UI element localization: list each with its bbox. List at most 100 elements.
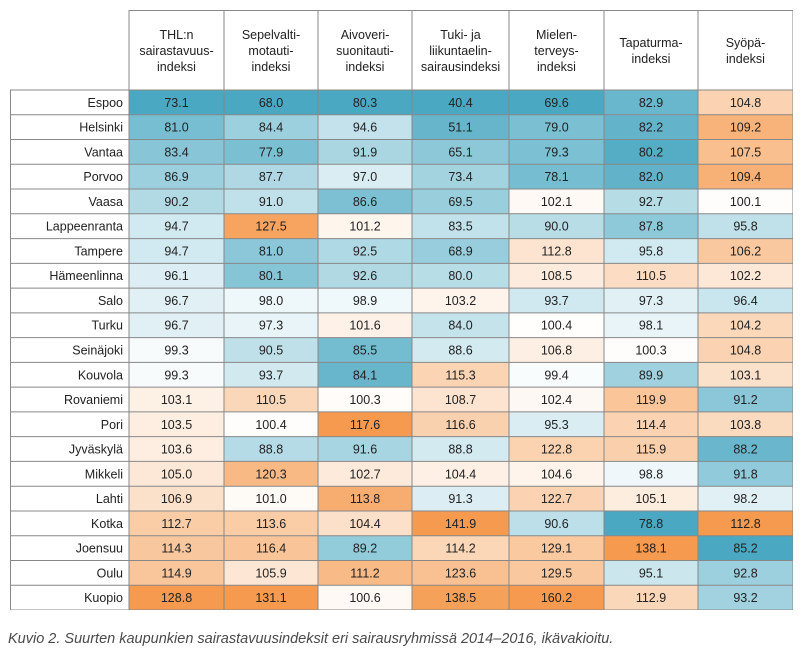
heatmap-cell [698, 535, 793, 561]
row-label: Kuopio [84, 591, 123, 605]
cell-value: 100.4 [255, 418, 286, 432]
heatmap-cell [509, 213, 604, 239]
heatmap-cell [412, 288, 509, 313]
cell-value: 92.7 [639, 195, 663, 209]
cell-value: 104.8 [730, 344, 761, 358]
heatmap-cell [698, 486, 793, 511]
cell-value: 84.0 [448, 319, 472, 333]
cell-value: 110.5 [256, 393, 286, 407]
cell-value: 80.2 [639, 145, 663, 159]
column-header: THL:n sairastavuus-indeksi [139, 28, 213, 74]
heatmap-cell [698, 114, 793, 140]
cell-value: 95.8 [733, 220, 757, 234]
cell-value: 68.9 [448, 244, 472, 258]
heatmap-cell [509, 312, 604, 338]
heatmap-cell [412, 213, 509, 239]
cell-value: 99.4 [544, 368, 568, 382]
heatmap-cell [698, 436, 793, 462]
cell-value: 96.7 [164, 294, 188, 308]
heatmap-cell [604, 312, 698, 338]
heatmap-cell [509, 387, 604, 412]
heatmap-cell [224, 387, 318, 412]
cell-value: 80.1 [259, 269, 283, 283]
heatmap-cell [698, 560, 793, 586]
cell-value: 114.9 [161, 566, 191, 580]
heatmap-cell [698, 510, 793, 536]
cell-value: 92.5 [353, 244, 377, 258]
heatmap-cell [509, 90, 604, 115]
heatmap-cell [412, 238, 509, 264]
heatmap-cell [509, 337, 604, 363]
cell-value: 95.8 [639, 244, 663, 258]
cell-value: 98.0 [259, 294, 283, 308]
heatmap-cell [224, 114, 318, 140]
heatmap-cell [224, 560, 318, 586]
cell-value: 112.8 [730, 517, 760, 531]
heatmap-cell [412, 139, 509, 165]
heatmap-cell [129, 312, 224, 338]
cell-value: 98.2 [733, 492, 757, 506]
column-header: Aivoveri-suonitauti-indeksi [336, 28, 394, 74]
heatmap-cell [129, 139, 224, 165]
heatmap-cell [509, 535, 604, 561]
cell-value: 117.6 [350, 418, 380, 432]
heatmap-cell [698, 189, 793, 214]
cell-value: 102.4 [541, 393, 572, 407]
heatmap-cell [224, 486, 318, 511]
cell-value: 99.3 [164, 368, 188, 382]
row-label: Joensuu [76, 542, 123, 556]
heatmap-cell [604, 387, 698, 412]
heatmap-cell [698, 164, 793, 190]
column-header: Syöpä-indeksi [726, 36, 766, 66]
row-label: Kotka [91, 517, 123, 531]
cell-value: 82.2 [639, 121, 663, 135]
heatmap-cell [604, 411, 698, 437]
column-header: Mielen-terveys-indeksi [534, 28, 578, 74]
heatmap-cell [318, 238, 412, 264]
heatmap-cell [318, 510, 412, 536]
cell-value: 104.4 [445, 467, 476, 481]
heatmap-cell [509, 189, 604, 214]
heatmap-cell [129, 560, 224, 586]
cell-value: 108.5 [541, 269, 572, 283]
heatmap-cell [604, 213, 698, 239]
heatmap-cell [318, 90, 412, 115]
row-label: Vantaa [84, 145, 123, 159]
heatmap-cell [412, 362, 509, 388]
heatmap-cell [509, 139, 604, 165]
cell-value: 84.4 [259, 121, 283, 135]
heatmap-cell [604, 288, 698, 313]
figure-caption: Kuvio 2. Suurten kaupunkien sairastavuus… [8, 631, 614, 647]
cell-value: 119.9 [636, 393, 666, 407]
heatmap-cell [412, 560, 509, 586]
row-label: Kouvola [78, 368, 123, 382]
heatmap-cell [318, 337, 412, 363]
cell-value: 91.9 [353, 145, 377, 159]
heatmap-cell [604, 486, 698, 511]
column-header: Tapaturma-indeksi [619, 36, 682, 66]
row-label: Salo [98, 294, 123, 308]
cell-value: 106.9 [161, 492, 192, 506]
heatmap-cell [129, 535, 224, 561]
cell-value: 102.2 [730, 269, 761, 283]
cell-value: 114.3 [161, 542, 191, 556]
heatmap-cell [604, 164, 698, 190]
heatmap-cell [318, 535, 412, 561]
row-label: Seinäjoki [72, 344, 123, 358]
heatmap-cell [412, 585, 509, 610]
cell-value: 89.2 [353, 542, 377, 556]
cell-value: 120.3 [255, 467, 286, 481]
cell-value: 103.5 [161, 418, 192, 432]
heatmap-cell [129, 238, 224, 264]
heatmap-cell [129, 337, 224, 363]
heatmap-cell [318, 461, 412, 487]
cell-value: 93.7 [259, 368, 283, 382]
cell-value: 65.1 [448, 145, 472, 159]
heatmap-cell [698, 411, 793, 437]
heatmap-cell [604, 461, 698, 487]
cell-value: 103.1 [161, 393, 192, 407]
heatmap-cell [698, 387, 793, 412]
heatmap-cell [224, 189, 318, 214]
cell-value: 91.0 [259, 195, 283, 209]
heatmap-cell [224, 164, 318, 190]
